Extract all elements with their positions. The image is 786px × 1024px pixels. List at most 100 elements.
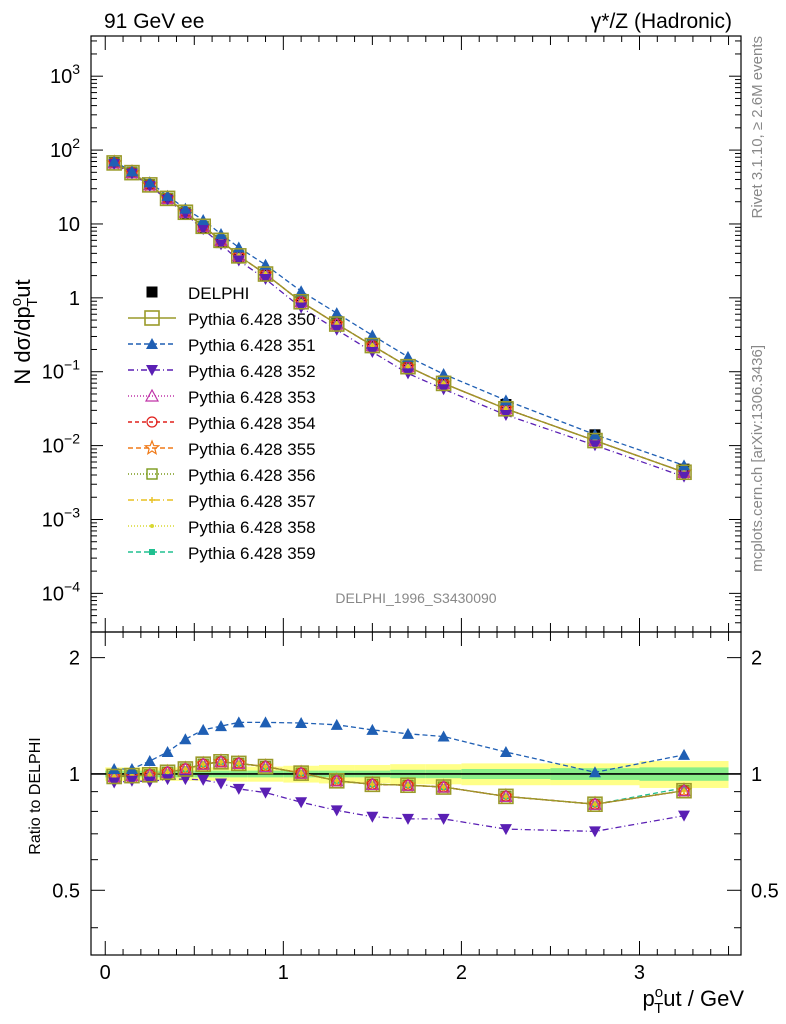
data-point-pythia-6-428-357 <box>440 784 447 791</box>
data-point-pythia-6-428-350 <box>106 155 122 171</box>
legend-entry-pythia-6-428-355: Pythia 6.428 355 <box>128 439 316 459</box>
data-point-pythia-6-428-357 <box>404 782 411 789</box>
legend-label: Pythia 6.428 350 <box>188 310 316 329</box>
data-point-pythia-6-428-351 <box>125 165 138 177</box>
y-tick-label: 1 <box>69 288 80 310</box>
legend-label: Pythia 6.428 355 <box>188 440 316 459</box>
legend-label: Pythia 6.428 359 <box>188 544 316 563</box>
data-point-pythia-6-428-351 <box>108 762 121 774</box>
legend-entry-pythia-6-428-351: Pythia 6.428 351 <box>128 336 316 355</box>
legend-entry-pythia-6-428-350: Pythia 6.428 350 <box>128 310 316 329</box>
data-point-pythia-6-428-350 <box>587 432 603 449</box>
data-point-pythia-6-428-353 <box>677 783 692 797</box>
data-point-pythia-6-428-350 <box>400 777 416 794</box>
data-point-pythia-6-428-352 <box>197 224 210 236</box>
legend-entry-pythia-6-428-356: Pythia 6.428 356 <box>128 466 316 485</box>
data-point-pythia-6-428-351 <box>295 285 308 297</box>
data-point-pythia-6-428-352 <box>215 778 227 790</box>
data-point-pythia-6-428-357 <box>218 758 224 765</box>
data-point-pythia-6-428-353 <box>436 779 451 793</box>
data-point-pythia-6-428-351 <box>197 723 210 735</box>
data-point-pythia-6-428-350 <box>195 218 211 235</box>
data-point-pythia-6-428-352 <box>179 774 192 786</box>
data-point-pythia-6-428-352 <box>437 813 450 825</box>
main-plot: 10−4 10−3 10−2 10−1 1 10 102 103 <box>42 35 742 633</box>
watermark: DELPHI_1996_S3430090 <box>335 590 496 606</box>
legend-label: DELPHI <box>188 284 249 303</box>
legend-entry-pythia-6-428-358: Pythia 6.428 358 <box>128 518 316 537</box>
y-tick-label: 10−4 <box>42 578 80 605</box>
data-point-pythia-6-428-351 <box>588 766 601 778</box>
data-point-pythia-6-428-357 <box>591 801 598 808</box>
svg-text:poTut / GeV: po Tut / GeV <box>643 984 745 1017</box>
data-point-pythia-6-428-351 <box>330 307 343 319</box>
data-point-pythia-6-428-350 <box>498 788 514 805</box>
data-point-pythia-6-428-350 <box>328 316 345 332</box>
data-point-pythia-6-428-350 <box>124 767 140 784</box>
legend-marker <box>149 497 155 503</box>
ratio-y-tick-label: 0.5 <box>52 880 80 902</box>
data-point-pythia-6-428-350 <box>328 773 345 789</box>
data-point-pythia-6-428-351 <box>259 258 272 270</box>
data-point-pythia-6-428-350 <box>106 768 122 785</box>
legend-label: Pythia 6.428 358 <box>188 518 316 537</box>
rivet-label: Rivet 3.1.10, ≥ 2.6M events <box>749 36 766 219</box>
data-point-pythia-6-428-351 <box>161 189 174 201</box>
data-point-pythia-6-428-351 <box>366 723 379 735</box>
data-point-pythia-6-428-357 <box>502 793 509 800</box>
data-point-pythia-6-428-357 <box>369 781 376 788</box>
y-tick-label: 102 <box>50 135 80 162</box>
data-point-pythia-6-428-351 <box>161 745 174 757</box>
data-point-pythia-6-428-351 <box>366 329 379 341</box>
legend-marker <box>146 338 158 349</box>
legend-label: Pythia 6.428 357 <box>188 492 316 511</box>
legend-label: Pythia 6.428 356 <box>188 466 316 485</box>
xlabel: po Tut / GeV <box>643 984 745 1017</box>
data-point-pythia-6-428-357 <box>182 765 189 772</box>
data-point-pythia-6-428-351 <box>179 202 192 214</box>
ratio-y-tick-label: 1 <box>69 764 80 786</box>
main-ylabel: N dσ/dpoTut <box>8 279 41 384</box>
legend-entry-delphi: DELPHI <box>146 284 249 303</box>
ratio-y-tick-label-right: 1 <box>751 764 762 786</box>
y-tick-label: 10−1 <box>42 357 80 384</box>
data-point-pythia-6-428-350 <box>141 766 158 783</box>
x-tick-label: 3 <box>634 962 645 984</box>
data-point-pythia-6-428-352 <box>588 440 601 452</box>
ratio-plot: 0.5 0.5 1 1 2 2 0 1 2 3 <box>52 631 779 984</box>
data-point-pythia-6-428-352 <box>366 811 379 823</box>
data-point-pythia-6-428-350 <box>364 776 381 793</box>
legend-marker <box>146 365 158 376</box>
legend-entry-pythia-6-428-354: Pythia 6.428 354 <box>128 414 316 433</box>
legend: DELPHI Pythia 6.428 350 Pythia 6.428 351 Py… <box>128 284 316 563</box>
data-point-pythia-6-428-357 <box>200 761 207 768</box>
ratio-ylabel: Ratio to DELPHI <box>27 737 44 854</box>
data-point-pythia-6-428-350 <box>498 400 514 417</box>
data-point-pythia-6-428-357 <box>333 777 340 784</box>
mcplots-label: mcplots.cern.ch [arXiv:1306.3436] <box>749 345 766 572</box>
data-point-pythia-6-428-351 <box>330 718 343 730</box>
legend-entry-pythia-6-428-353: Pythia 6.428 353 <box>128 388 316 407</box>
data-point-pythia-6-428-352 <box>678 471 691 483</box>
data-point-pythia-6-428-351 <box>108 155 121 167</box>
data-point-pythia-6-428-350 <box>177 761 194 777</box>
data-point-pythia-6-428-350 <box>257 266 274 282</box>
data-point-pythia-6-428-350 <box>213 232 229 249</box>
data-point-pythia-6-428-352 <box>215 239 227 251</box>
data-point-pythia-6-428-351 <box>179 733 192 745</box>
ratio-frame <box>90 631 742 956</box>
data-point-pythia-6-428-350 <box>400 358 416 375</box>
data-point-pythia-6-428-350 <box>257 758 274 775</box>
data-point-pythia-6-428-352 <box>499 824 512 836</box>
data-point-pythia-6-428-350 <box>231 248 247 264</box>
data-point-pythia-6-428-350 <box>141 177 158 193</box>
data-point-pythia-6-428-352 <box>259 787 272 799</box>
data-point-pythia-6-428-352 <box>125 775 138 787</box>
ratio-y-tick-label-right: 2 <box>751 648 762 670</box>
legend-entry-pythia-6-428-357: Pythia 6.428 357 <box>128 492 316 511</box>
data-point-pythia-6-428-352 <box>197 774 210 786</box>
data-point-pythia-6-428-350 <box>676 782 692 799</box>
data-point-pythia-6-428-357 <box>681 787 688 794</box>
data-point-pythia-6-428-352 <box>330 805 343 817</box>
ratio-y-tick-label-right: 0.5 <box>751 880 779 902</box>
